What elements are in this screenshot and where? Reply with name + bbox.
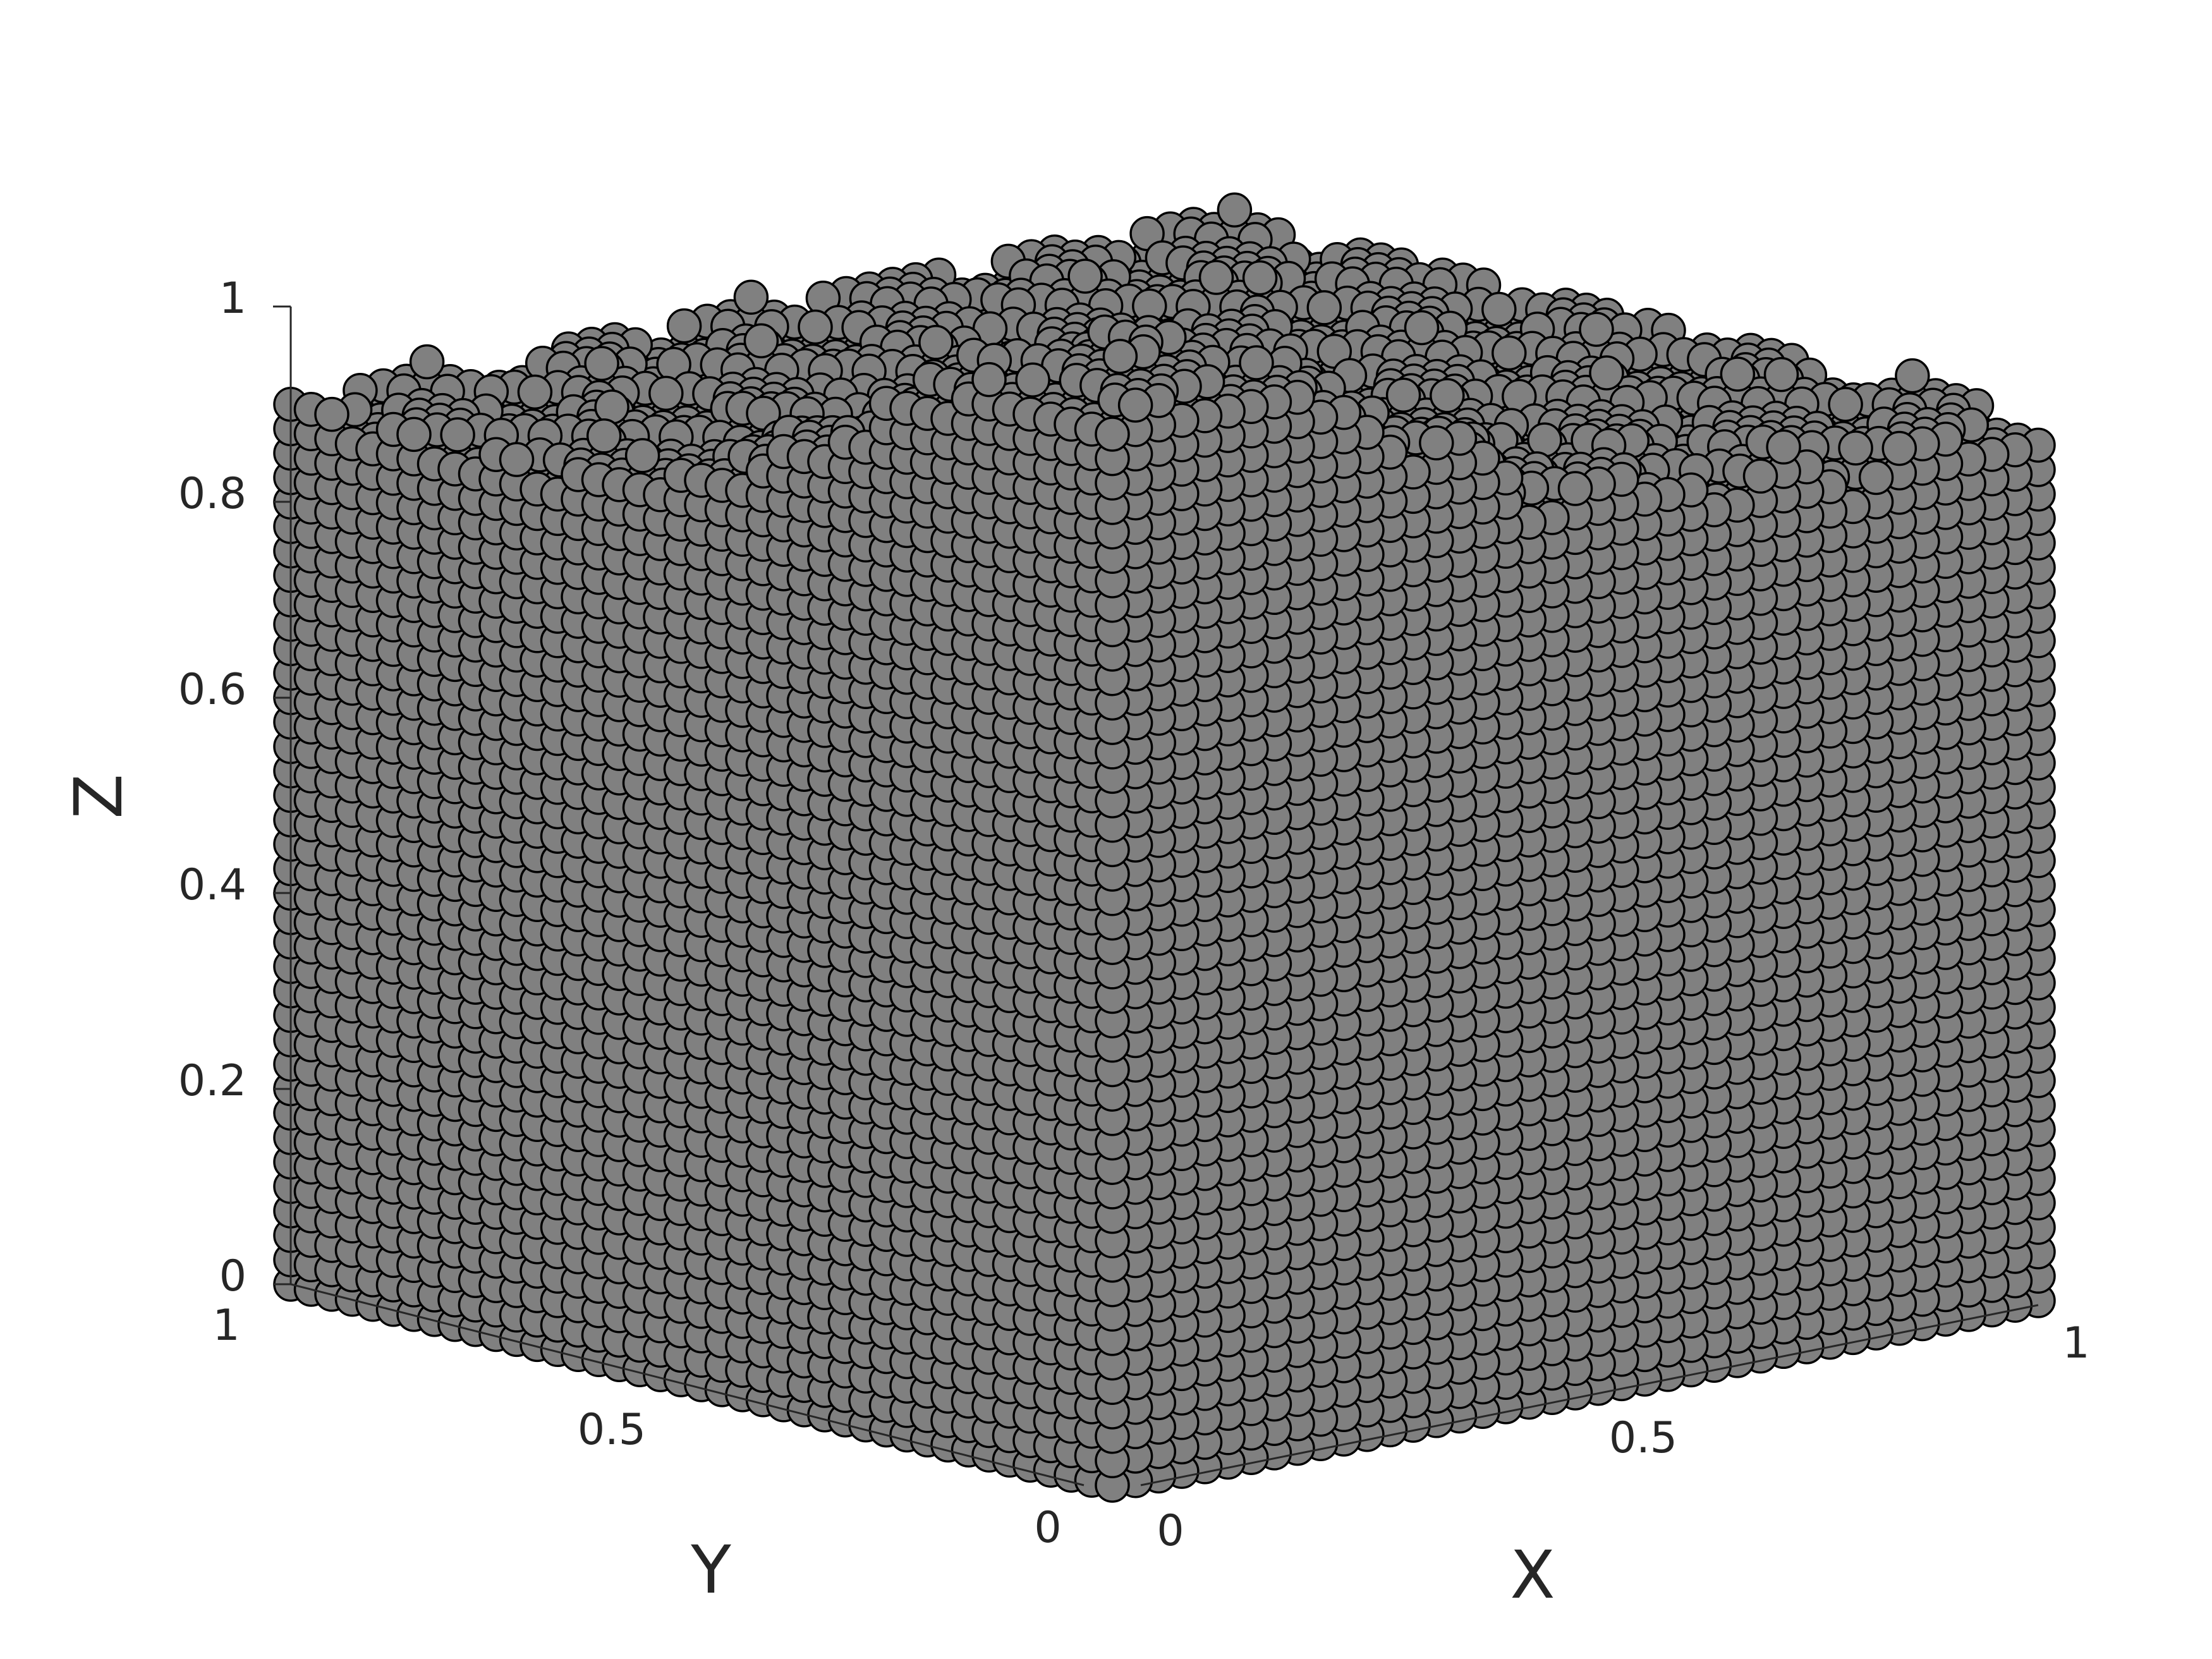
particle-point: [1838, 430, 1873, 466]
particle-point: [409, 344, 445, 380]
particle-point: [314, 396, 349, 432]
particle-point: [1766, 429, 1801, 465]
particle-point: [584, 346, 619, 381]
particle-point: [1404, 310, 1440, 346]
particle-point: [499, 442, 535, 477]
particle-point: [1430, 378, 1465, 413]
particle-point: [733, 279, 769, 315]
particle-point: [1742, 458, 1778, 494]
particle-point: [1481, 291, 1517, 327]
particle-point: [586, 418, 622, 454]
particle-point: [440, 417, 475, 453]
particle-point: [1527, 422, 1562, 458]
particle-point: [1242, 260, 1278, 296]
particle-point: [1579, 312, 1614, 347]
particle-point: [1895, 358, 1930, 394]
particle-point: [1067, 258, 1103, 294]
particle-point: [1720, 356, 1756, 392]
particle-point: [594, 389, 629, 425]
particle-point: [918, 325, 954, 360]
particle-point: [1881, 430, 1917, 466]
particle-point: [666, 308, 702, 344]
particle-point: [396, 416, 432, 453]
particle-point: [798, 309, 833, 345]
particle-point: [1217, 192, 1253, 228]
particle-point: [1198, 260, 1234, 295]
particle-cloud: [273, 192, 2056, 1503]
particle-point: [1492, 335, 1527, 371]
particle-point: [1858, 459, 1894, 495]
particle-point: [517, 374, 553, 410]
particle-point: [743, 323, 779, 358]
particle-point: [1828, 387, 1863, 422]
particle-point: [1763, 356, 1799, 392]
particle-point: [1589, 355, 1624, 391]
particle-point: [648, 375, 684, 411]
particle-point: [1306, 290, 1342, 325]
particle-point: [1385, 377, 1421, 413]
